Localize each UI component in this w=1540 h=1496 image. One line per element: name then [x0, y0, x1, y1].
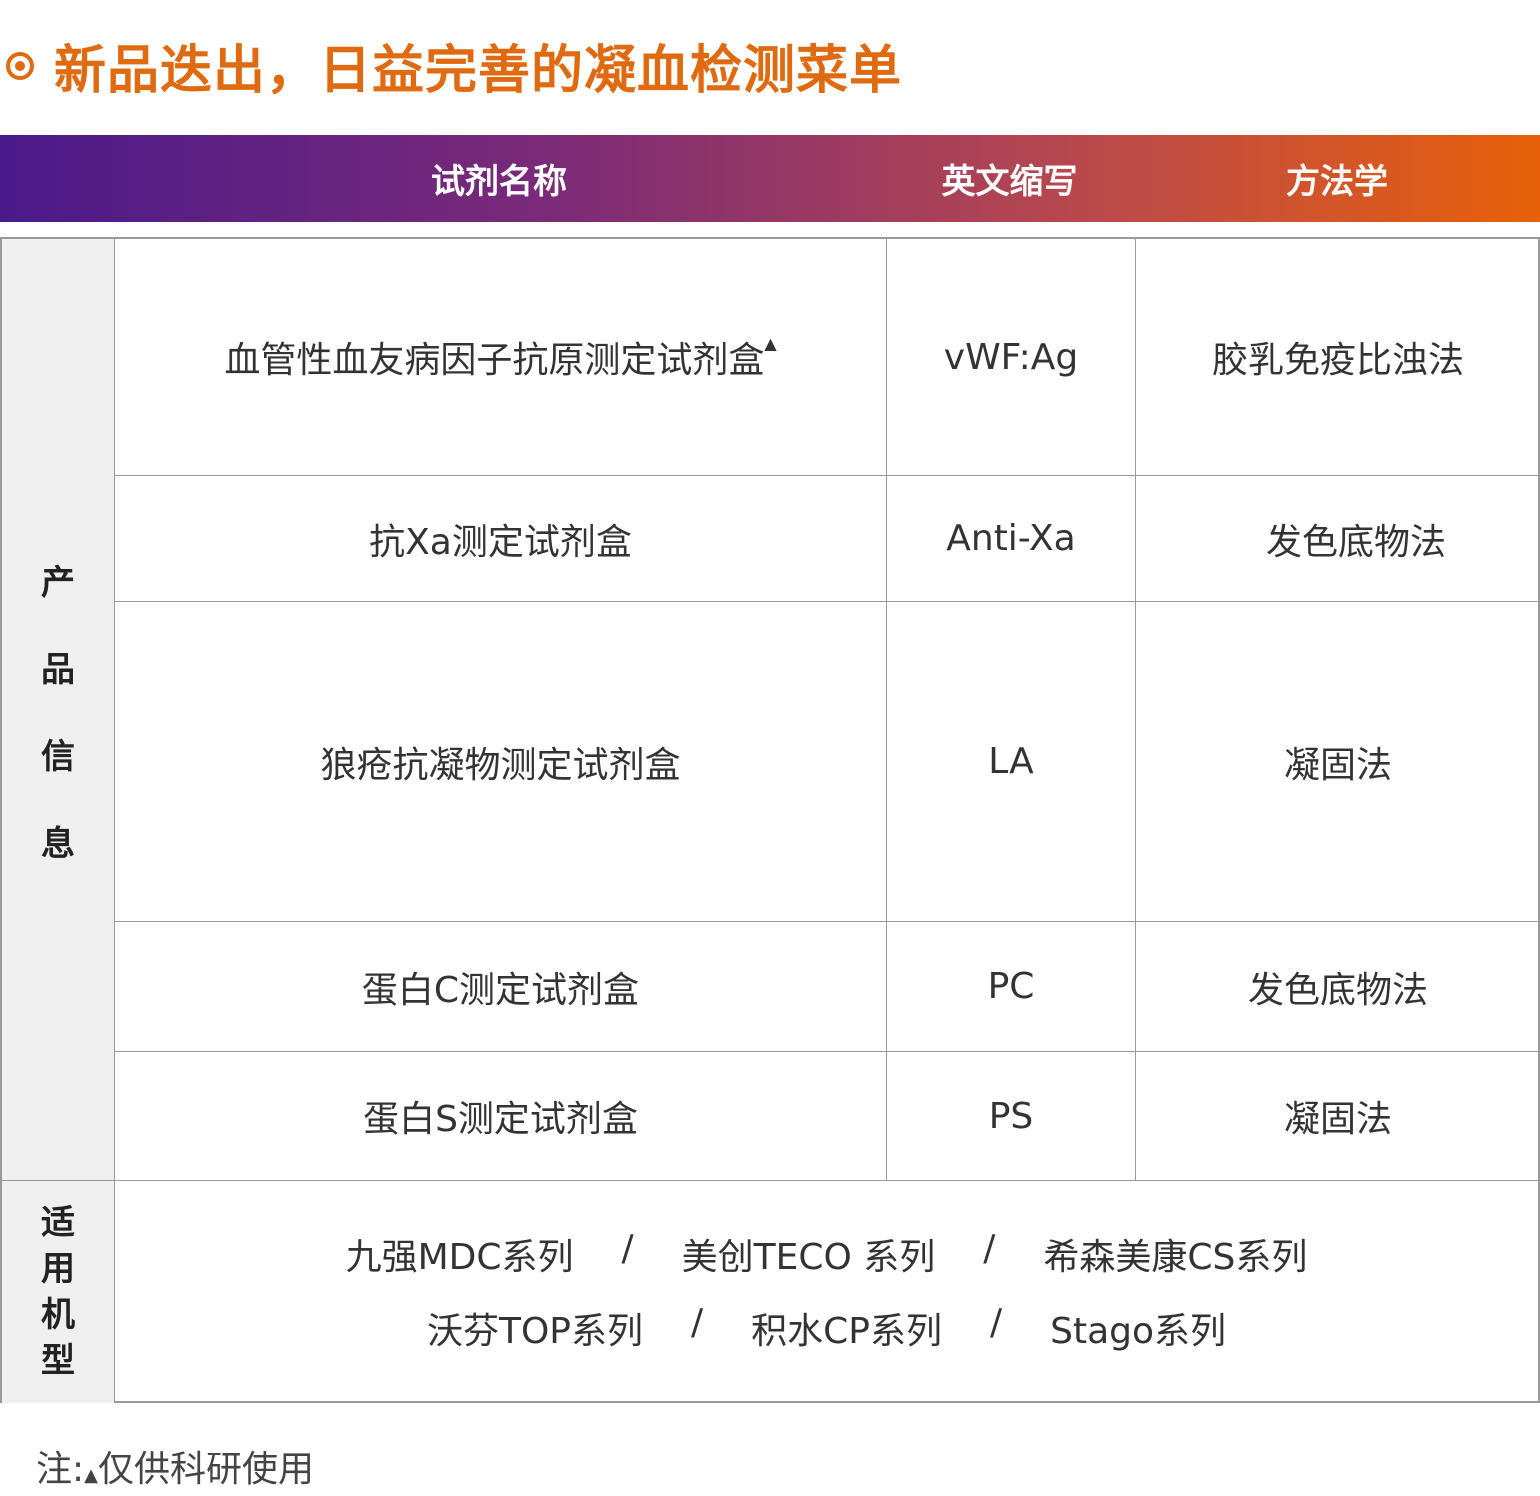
model-series: Stago系列	[1050, 1311, 1227, 1352]
header-method: 方法学	[1286, 162, 1388, 202]
side-char: 品	[41, 649, 75, 690]
table-row-method: 凝固法	[1283, 1099, 1392, 1140]
model-series: 九强MDC系列	[345, 1237, 574, 1278]
header-name: 试剂名称	[431, 162, 567, 202]
reagent-table: 产 品 信 息 适 用 机 型 血管性血友病因子抗原测定试剂盒 ▲ vWF:Ag …	[0, 237, 1540, 1403]
title-text: 新品迭出，日益完善的凝血检测菜单	[54, 41, 903, 101]
footnote: 注:▲仅供科研使用	[36, 1440, 314, 1492]
table-row-name: 抗Xa测定试剂盒	[115, 476, 887, 602]
table-row-name: 蛋白C测定试剂盒	[115, 922, 887, 1052]
table-row-name: 狼疮抗凝物测定试剂盒	[115, 602, 887, 922]
model-series: 希森美康CS系列	[1043, 1237, 1308, 1278]
triangle-mark-icon: ▲	[84, 1465, 98, 1486]
side-label-compatible-models: 适 用 机 型	[2, 1180, 115, 1403]
table-row-abbr: vWF:Ag	[887, 239, 1136, 476]
compatible-models: 九强MDC系列 / 美创TECO 系列 / 希森美康CS系列 沃芬TOP系列 /…	[115, 1180, 1538, 1401]
side-char: 适	[41, 1203, 75, 1243]
side-char: 产	[41, 562, 75, 603]
model-series: 积水CP系列	[751, 1311, 942, 1352]
side-char: 型	[41, 1341, 75, 1381]
table-row-abbr: PC	[887, 922, 1136, 1052]
table-row-method: 发色底物法	[1136, 476, 1540, 602]
side-char: 息	[41, 823, 75, 864]
table-row-abbr: PS	[887, 1052, 1136, 1180]
table-row-name: 蛋白S测定试剂盒	[115, 1052, 887, 1180]
table-row-method: 胶乳免疫比浊法	[1136, 239, 1540, 476]
compat-line: 九强MDC系列 / 美创TECO 系列 / 希森美康CS系列	[346, 1228, 1308, 1280]
compat-line: 沃芬TOP系列 / 积水CP系列 / Stago系列	[427, 1302, 1226, 1354]
table-row-abbr: LA	[887, 602, 1136, 922]
target-circle-icon	[6, 51, 34, 80]
note-text: 仅供科研使用	[97, 1449, 314, 1490]
section-title: 新品迭出，日益完善的凝血检测菜单	[6, 28, 902, 103]
side-char: 信	[41, 736, 75, 777]
side-char: 机	[41, 1295, 75, 1335]
cell-text: 血管性血友病因子抗原测定试剂盒	[224, 340, 765, 381]
model-series: 沃芬TOP系列	[426, 1311, 643, 1352]
table-row-name: 血管性血友病因子抗原测定试剂盒 ▲	[115, 239, 887, 476]
table-row-method: 发色底物法	[1136, 922, 1540, 1052]
triangle-mark-icon: ▲	[764, 333, 777, 353]
note-prefix: 注:	[36, 1449, 85, 1490]
separator: /	[983, 1228, 996, 1269]
separator: /	[990, 1302, 1003, 1343]
model-series: 美创TECO 系列	[681, 1237, 936, 1278]
table-header: 试剂名称 英文缩写 方法学	[0, 135, 1540, 222]
table-row-abbr: Anti-Xa	[887, 476, 1136, 602]
separator: /	[621, 1228, 634, 1269]
side-label-product-info: 产 品 信 息	[2, 239, 115, 1180]
table-row-method: 凝固法	[1136, 602, 1540, 922]
separator: /	[691, 1302, 704, 1343]
side-char: 用	[41, 1249, 75, 1289]
header-abbr: 英文缩写	[941, 162, 1078, 202]
